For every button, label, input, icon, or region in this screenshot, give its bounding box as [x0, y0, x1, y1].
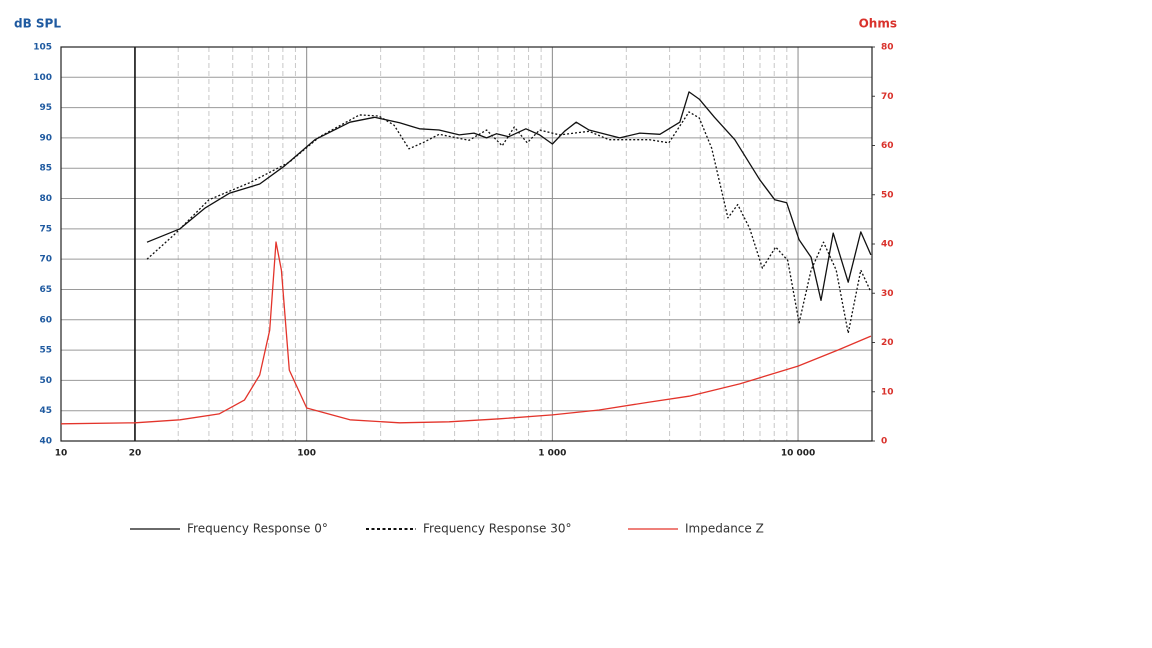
y-tick-label: 50 [39, 376, 52, 386]
legend-label: Frequency Response 0° [187, 522, 328, 536]
x-tick-label: 10 000 [781, 449, 815, 459]
y-tick-label: 75 [39, 224, 52, 234]
legend-label: Impedance Z [685, 522, 764, 536]
y2-tick-label: 50 [881, 190, 894, 200]
y2-tick-label: 80 [881, 43, 894, 53]
series-line [146, 111, 872, 334]
y2-tick-label: 60 [881, 141, 894, 151]
y-tick-label: 40 [39, 437, 52, 447]
y-tick-label: 85 [39, 164, 52, 174]
series-line [146, 91, 872, 302]
y2-tick-label: 10 [881, 387, 894, 397]
y-tick-label: 55 [39, 346, 52, 356]
y-tick-label: 65 [39, 285, 52, 295]
y2-tick-label: 0 [881, 437, 887, 447]
y2-tick-label: 40 [881, 240, 894, 250]
x-tick-label: 20 [129, 449, 142, 459]
y-tick-label: 90 [39, 133, 52, 143]
y-tick-label: 105 [33, 43, 52, 53]
y2-axis-label: Ohms [859, 17, 897, 31]
y-tick-label: 100 [33, 73, 52, 83]
y-tick-label: 70 [39, 255, 52, 265]
series-line [60, 241, 872, 425]
plot-frame [60, 46, 873, 442]
y2-tick-label: 30 [881, 289, 894, 299]
x-tick-label: 10 [55, 449, 68, 459]
y-tick-label: 45 [39, 406, 52, 416]
x-tick-label: 100 [297, 449, 316, 459]
y2-tick-label: 70 [881, 92, 894, 102]
y-tick-label: 95 [39, 103, 52, 113]
y2-tick-label: 20 [881, 338, 894, 348]
y-tick-label: 80 [39, 194, 52, 204]
y-axis-label: dB SPL [14, 17, 61, 31]
x-tick-label: 1 000 [538, 449, 566, 459]
legend-label: Frequency Response 30° [423, 522, 572, 536]
y-tick-label: 60 [39, 315, 52, 325]
